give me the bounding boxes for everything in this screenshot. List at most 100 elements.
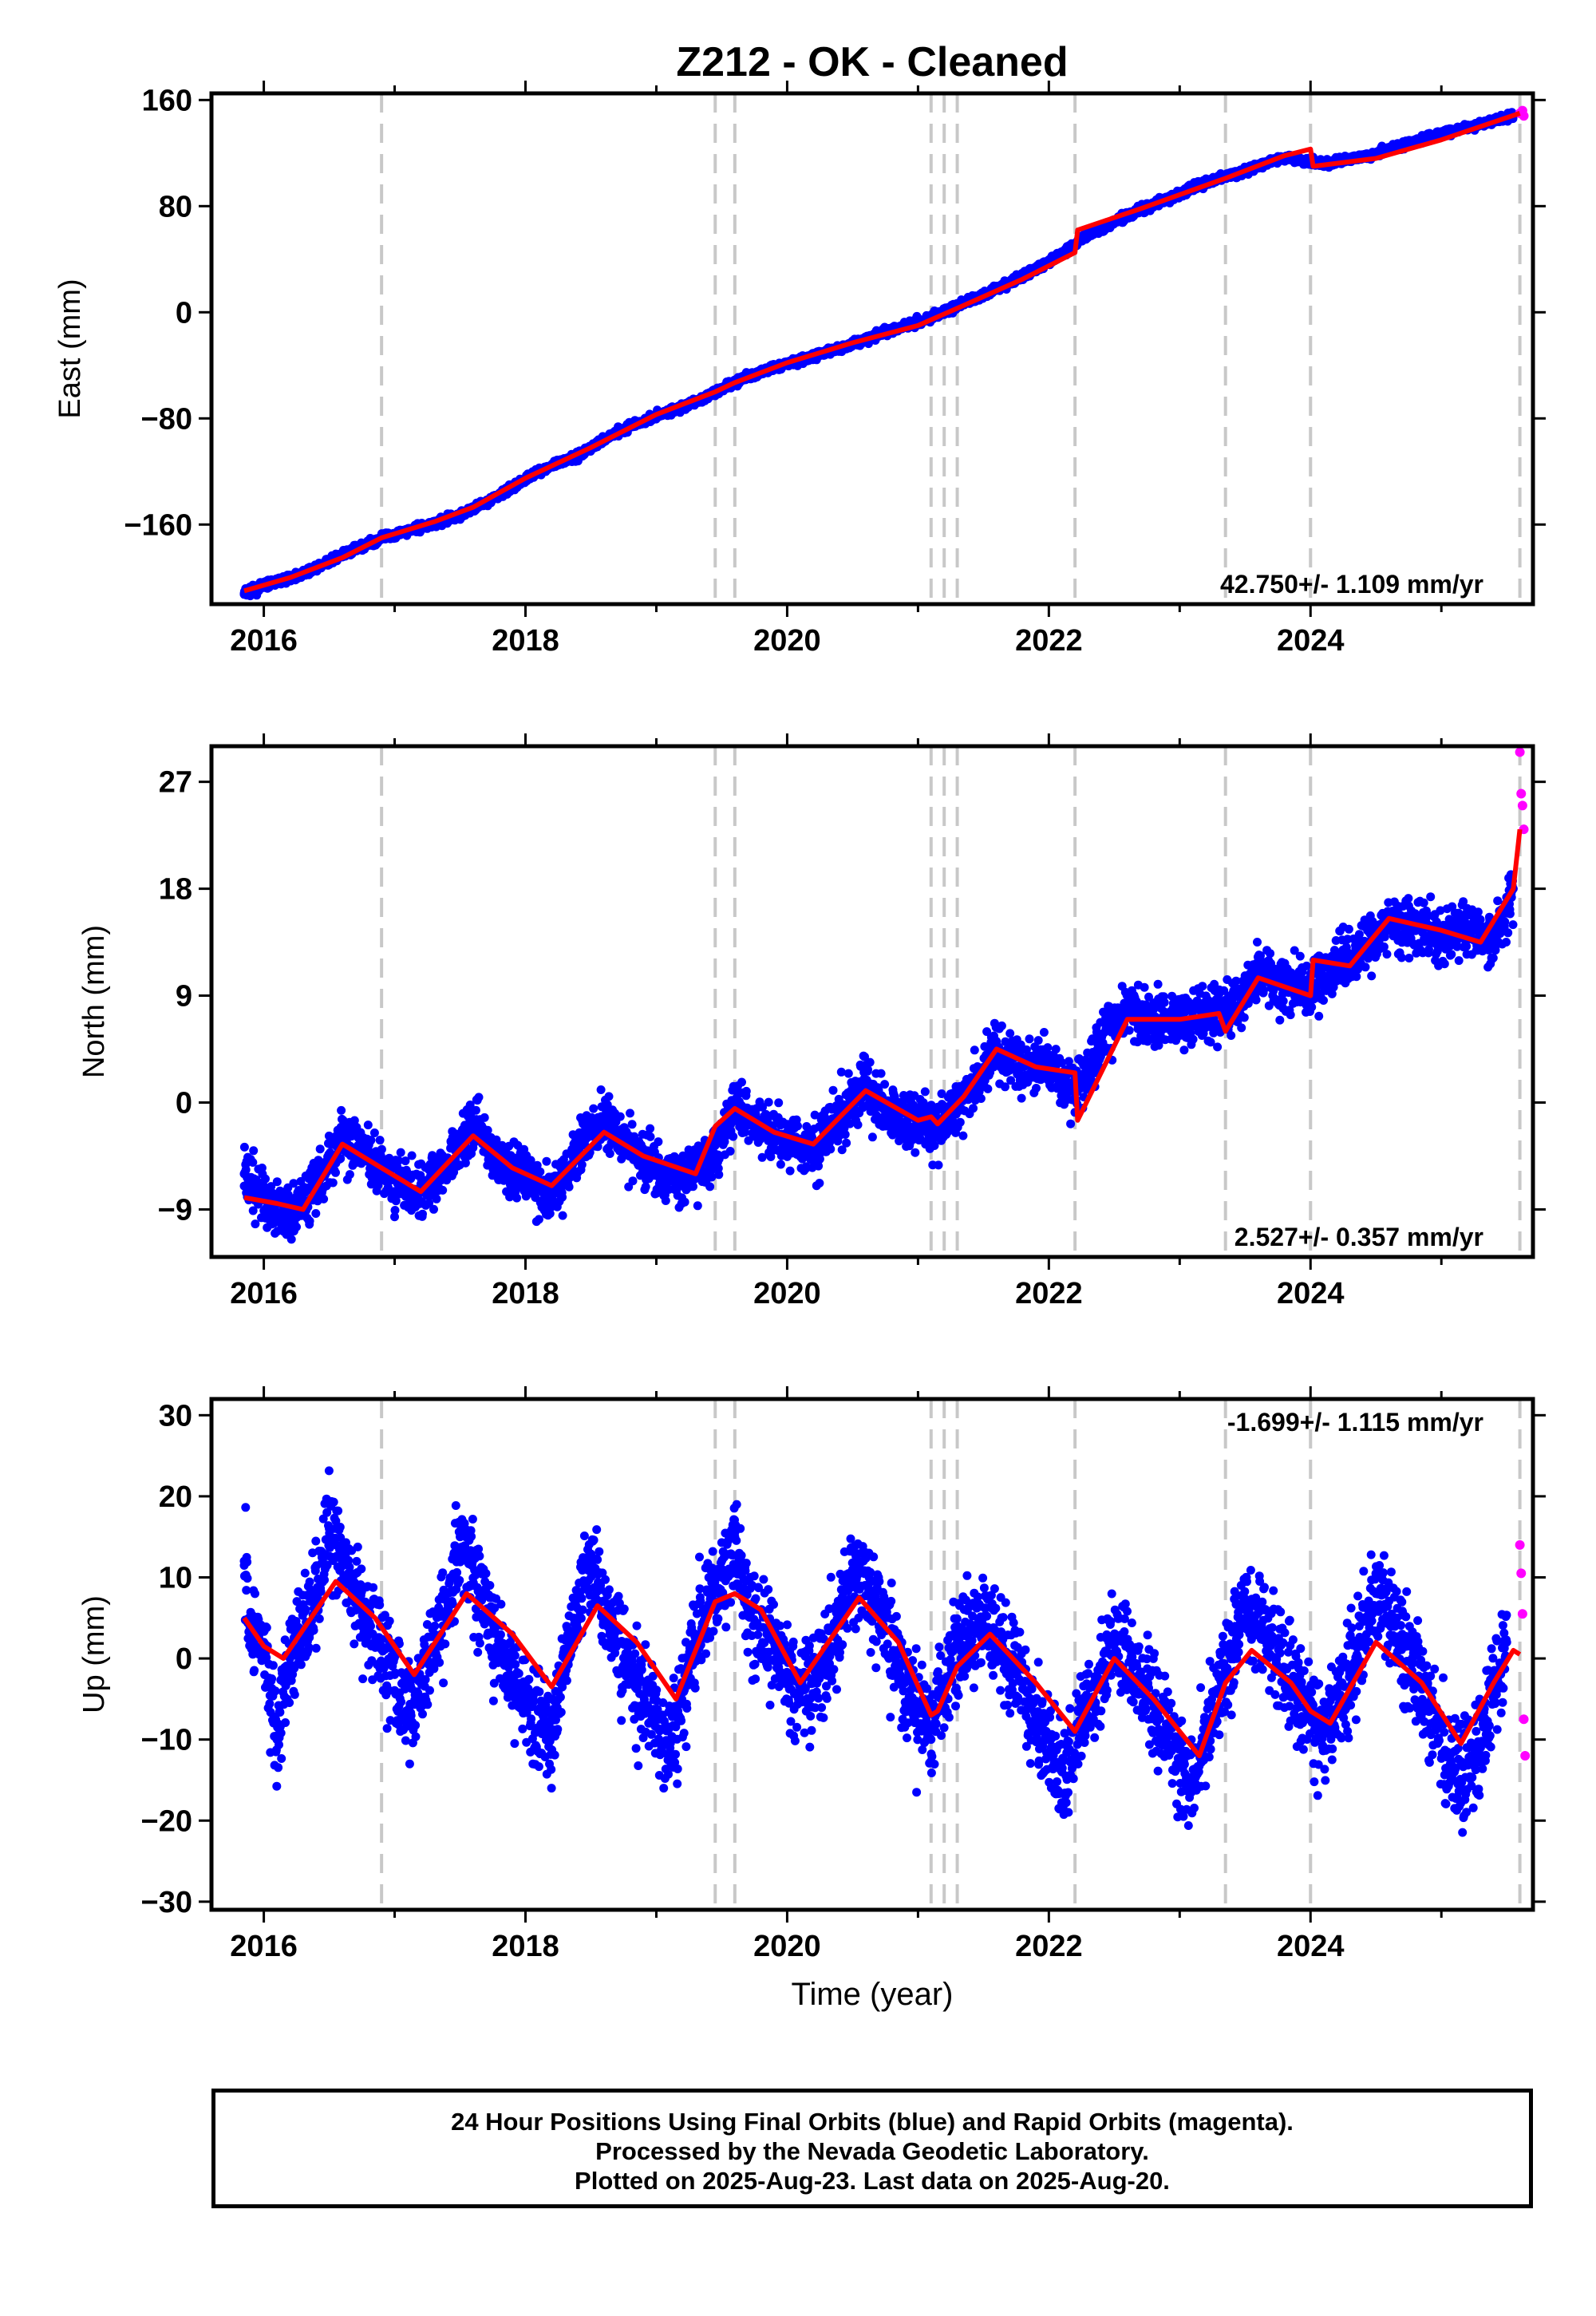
x-tick-label: 2022 bbox=[1015, 624, 1083, 658]
final-point bbox=[714, 1170, 724, 1180]
final-point bbox=[315, 1144, 325, 1154]
final-point bbox=[558, 1211, 567, 1220]
final-point bbox=[604, 1092, 614, 1101]
final-point bbox=[337, 1105, 346, 1115]
y-tick-label: 0 bbox=[176, 296, 192, 330]
model-line bbox=[243, 111, 1521, 594]
final-point bbox=[558, 1192, 567, 1202]
final-point bbox=[713, 1164, 723, 1173]
rapid-point bbox=[1519, 111, 1529, 121]
final-point bbox=[336, 1154, 346, 1164]
final-point bbox=[311, 1209, 321, 1218]
final-point bbox=[248, 1158, 258, 1167]
final-point bbox=[535, 1167, 545, 1176]
final-point bbox=[646, 1124, 655, 1133]
final-point bbox=[1084, 231, 1093, 240]
final-point bbox=[286, 1235, 296, 1244]
rate-label: 42.750+/- 1.109 mm/yr bbox=[1220, 570, 1483, 599]
y-tick-label: −160 bbox=[124, 508, 192, 542]
final-point bbox=[1397, 140, 1407, 150]
final-point bbox=[369, 1128, 379, 1137]
final-point bbox=[251, 1219, 260, 1229]
plot-area bbox=[239, 746, 1529, 1257]
final-point bbox=[627, 1120, 637, 1129]
final-point bbox=[707, 1172, 717, 1182]
final-point bbox=[377, 1144, 386, 1154]
final-point bbox=[465, 1101, 475, 1109]
final-point bbox=[319, 1194, 329, 1203]
final-point bbox=[693, 1201, 702, 1211]
final-point bbox=[292, 1222, 301, 1231]
final-point bbox=[396, 1148, 405, 1157]
x-tick-label: 2024 bbox=[1277, 624, 1345, 658]
final-point bbox=[615, 1112, 625, 1121]
final-point bbox=[605, 1149, 614, 1158]
final-point bbox=[480, 1113, 489, 1122]
final-point bbox=[261, 1174, 270, 1184]
final-point bbox=[512, 1193, 522, 1203]
final-point bbox=[363, 1120, 373, 1130]
final-point bbox=[474, 1093, 484, 1102]
final-point bbox=[628, 1176, 638, 1186]
x-tick-label: 2020 bbox=[753, 624, 821, 658]
final-point bbox=[401, 1156, 410, 1166]
final-point bbox=[661, 1196, 670, 1205]
final-point bbox=[542, 1156, 551, 1166]
final-point bbox=[654, 1137, 663, 1147]
final-point bbox=[283, 1190, 293, 1199]
final-point bbox=[680, 1197, 689, 1207]
final-point bbox=[289, 1179, 298, 1188]
final-point bbox=[689, 1182, 697, 1192]
final-point bbox=[272, 1177, 282, 1187]
y-tick-label: −80 bbox=[141, 402, 192, 436]
final-point bbox=[646, 1132, 655, 1141]
panel-east: −160 −80 0 80 160 2016 2018 2020 2022 2024 East (m… bbox=[53, 81, 1546, 658]
final-point bbox=[328, 1178, 338, 1188]
final-point bbox=[678, 1151, 688, 1160]
final-point bbox=[564, 1182, 574, 1192]
final-point bbox=[438, 1185, 448, 1195]
final-point bbox=[391, 1196, 401, 1206]
plot-area bbox=[239, 93, 1529, 604]
final-point bbox=[460, 1158, 470, 1168]
final-point bbox=[394, 1156, 403, 1165]
final-point bbox=[418, 1209, 427, 1219]
final-point bbox=[249, 1146, 259, 1156]
final-point bbox=[248, 1206, 258, 1215]
y-tick-label: 160 bbox=[142, 84, 192, 117]
final-point bbox=[1436, 128, 1446, 138]
final-point bbox=[626, 1109, 634, 1118]
final-point bbox=[429, 1204, 438, 1214]
final-point bbox=[589, 1104, 598, 1113]
final-point bbox=[390, 1206, 400, 1215]
final-point bbox=[596, 1085, 606, 1094]
final-point bbox=[545, 1209, 555, 1219]
plot-frame bbox=[209, 91, 1535, 607]
final-point bbox=[483, 1125, 492, 1135]
final-point bbox=[375, 1136, 385, 1145]
chart-title: Z212 - OK - Cleaned bbox=[676, 39, 1068, 85]
final-point bbox=[239, 1142, 249, 1152]
x-tick-label: 2016 bbox=[230, 624, 298, 658]
final-point bbox=[267, 1182, 276, 1192]
final-point bbox=[432, 1194, 441, 1203]
final-point bbox=[366, 1136, 376, 1145]
final-point bbox=[705, 1182, 715, 1192]
final-point bbox=[331, 1168, 340, 1177]
final-point bbox=[345, 1170, 354, 1180]
final-point bbox=[407, 1151, 417, 1160]
final-point bbox=[593, 1142, 602, 1152]
final-point bbox=[305, 1216, 314, 1226]
final-orbit-points bbox=[239, 108, 1518, 601]
panels: −160 −80 0 80 160 2016 2018 2020 2022 2024 East (m… bbox=[53, 81, 1546, 1963]
final-point bbox=[425, 1199, 434, 1208]
final-point bbox=[577, 1160, 587, 1169]
final-point bbox=[390, 1212, 399, 1222]
x-tick-label: 2018 bbox=[492, 624, 559, 658]
final-point bbox=[534, 1215, 543, 1224]
y-tick-label: 80 bbox=[159, 190, 192, 223]
final-orbit-points bbox=[239, 870, 1518, 1244]
y-axis-label: East (mm) bbox=[53, 279, 87, 418]
